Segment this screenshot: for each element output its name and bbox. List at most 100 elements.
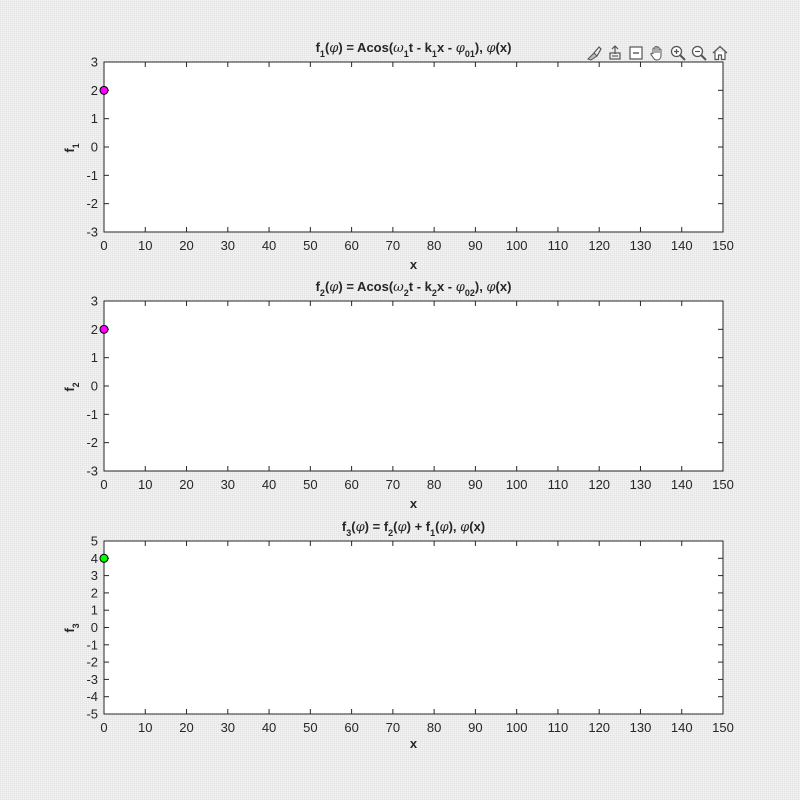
subplot-f1-xtick-label: 50 [303,238,317,253]
subplot-f1-xtick-label: 120 [588,238,610,253]
subplot-f1: f1(φ) = Acos(ω1t - k1x - φ01), φ(x) 0 10 2… [62,40,734,272]
subplot-f3-xtick-label: 100 [506,720,528,735]
subplot-f1-ytick-label: -3 [86,225,98,240]
brush-data-icon[interactable] [584,43,604,63]
subplot-f3-ytick-label: 1 [91,603,98,618]
subplot-f3-xtick-label: 0 [100,720,107,735]
subplot-f1-ytick-label: 3 [91,55,98,70]
subplot-f3-plot-area[interactable] [103,540,724,715]
subplot-f2: f2(φ) = Acos(ω2t - k2x - φ02), φ(x) 0 10 2… [62,279,734,511]
subplot-f1-xtick-label: 70 [386,238,400,253]
subplot-f3-xtick-label: 130 [630,720,652,735]
subplot-f2-xtick-label: 10 [138,477,152,492]
subplot-f1-xtick-label: 60 [344,238,358,253]
subplot-f1-axes[interactable]: 0 10 20 30 40 50 60 70 80 90 100 110 120 130 140 150321… [86,55,733,254]
pan-icon[interactable] [647,43,667,63]
subplot-f2-ytick-label: 2 [91,322,98,337]
subplot-f2-xtick-label: 80 [427,477,441,492]
subplot-f2-xtick-label: 150 [712,477,734,492]
subplot-f1-data-point[interactable] [99,85,109,95]
subplot-f2-title: f2(φ) = Acos(ω2t - k2x - φ02), φ(x) [316,279,512,298]
subplot-f3-ytick-label: 5 [91,534,98,549]
subplot-f3-xtick-label: 10 [138,720,152,735]
subplot-f3-ytick-label: -2 [86,655,98,670]
subplot-f2-xtick-label: 40 [262,477,276,492]
subplot-f2-plot-area[interactable] [103,300,724,472]
zoom-out-icon[interactable] [689,43,709,63]
subplot-f1-ytick-label: 2 [91,83,98,98]
subplot-f3-xtick-label: 40 [262,720,276,735]
subplot-f3-xtick-label: 80 [427,720,441,735]
subplot-f1-xtick-label: 150 [712,238,734,253]
home-icon[interactable] [710,43,730,63]
subplot-f2-xtick-label: 0 [100,477,107,492]
subplot-f3-xlabel: x [410,736,418,751]
subplot-f3-ytick-label: 2 [91,585,98,600]
subplot-f1-xtick-label: 90 [468,238,482,253]
subplot-f3-xtick-label: 60 [344,720,358,735]
subplot-f2-xtick-label: 50 [303,477,317,492]
subplot-f1-xtick-label: 0 [100,238,107,253]
subplot-f2-ytick-label: -1 [86,407,98,422]
subplot-f3-xtick-label: 50 [303,720,317,735]
subplot-f1-ytick-label: -1 [86,168,98,183]
subplot-f3-ylabel: f3 [62,623,81,632]
subplot-f3-xtick-label: 140 [671,720,693,735]
figure-toolbar [584,42,730,64]
subplot-f2-xtick-label: 130 [630,477,652,492]
subplot-f3-ytick-label: -5 [86,707,98,722]
subplot-f2-data-point[interactable] [99,324,109,334]
subplot-f1-xtick-label: 110 [548,238,569,253]
subplot-f1-xtick-label: 30 [221,238,235,253]
subplot-f2-ytick-label: -2 [86,435,98,450]
subplot-f1-xtick-label: 130 [630,238,652,253]
subplot-f1-xtick-label: 10 [138,238,152,253]
subplot-f2-xtick-label: 100 [506,477,528,492]
subplot-f1-xtick-label: 20 [179,238,193,253]
subplot-f2-xtick-label: 120 [588,477,610,492]
subplot-f3-xtick-label: 20 [179,720,193,735]
subplot-f2-ylabel: f2 [62,382,81,391]
zoom-in-icon[interactable] [668,43,688,63]
subplot-f3-ytick-label: 0 [91,620,98,635]
subplot-f3-ytick-label: -4 [86,689,98,704]
datatip-icon[interactable] [626,43,646,63]
subplot-f2-axes[interactable]: 0 10 20 30 40 50 60 70 80 90 100 110 120 130 140 150321… [86,294,733,493]
subplot-f3-data-point[interactable] [99,553,109,563]
subplot-f1-xtick-label: 100 [506,238,528,253]
subplot-f2-ytick-label: 3 [91,294,98,309]
subplot-f3-xtick-label: 110 [548,720,569,735]
subplot-f3-xtick-label: 90 [468,720,482,735]
subplot-f3-ytick-label: 3 [91,568,98,583]
export-icon[interactable] [605,43,625,63]
subplot-f2-xtick-label: 70 [386,477,400,492]
subplot-f2-xtick-label: 30 [221,477,235,492]
subplot-f1-xtick-label: 140 [671,238,693,253]
subplot-f3-xtick-label: 70 [386,720,400,735]
subplot-f2-ytick-label: -3 [86,464,98,479]
subplot-f1-ytick-label: 1 [91,111,98,126]
subplot-f1-ytick-label: -2 [86,196,98,211]
subplot-f2-ytick-label: 0 [91,379,98,394]
subplot-f1-ylabel: f1 [62,143,81,152]
subplot-f3-ytick-label: -3 [86,672,98,687]
subplot-f1-xtick-label: 80 [427,238,441,253]
subplot-f3-xtick-label: 30 [221,720,235,735]
subplot-f2-xtick-label: 20 [179,477,193,492]
subplot-f3-xtick-label: 150 [712,720,734,735]
subplot-f3-title: f3(φ) = f2(φ) + f1(φ), φ(x) [342,519,485,538]
subplot-f1-title: f1(φ) = Acos(ω1t - k1x - φ01), φ(x) [316,40,512,59]
subplot-f1-xlabel: x [410,257,418,272]
subplot-f3: f3(φ) = f2(φ) + f1(φ), φ(x) 0 10 20 30 40 50 6… [62,519,734,751]
subplot-f3-axes[interactable]: 0 10 20 30 40 50 60 70 80 90 100 110 120 130 140 150543… [86,534,733,736]
subplot-f2-xtick-label: 60 [344,477,358,492]
subplot-f2-xtick-label: 140 [671,477,693,492]
subplot-f2-xtick-label: 110 [548,477,569,492]
subplot-f1-plot-area[interactable] [103,61,724,233]
subplot-f2-xlabel: x [410,496,418,511]
subplot-f1-ytick-label: 0 [91,140,98,155]
subplot-f1-xtick-label: 40 [262,238,276,253]
subplot-f3-ytick-label: -1 [86,637,98,652]
subplot-f3-ytick-label: 4 [91,551,98,566]
